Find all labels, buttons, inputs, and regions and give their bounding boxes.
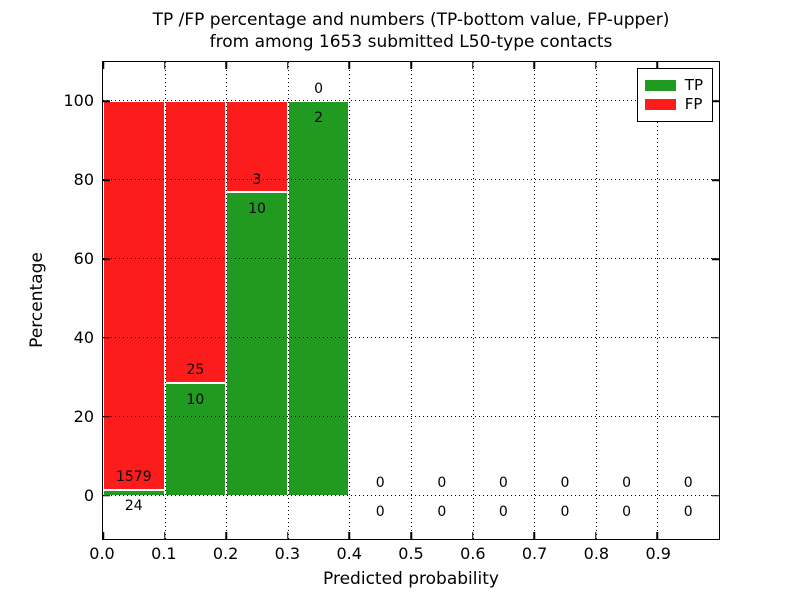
v-gridline xyxy=(657,62,659,539)
legend-swatch-tp xyxy=(644,80,676,91)
y-tick xyxy=(103,100,110,103)
y-tick xyxy=(712,258,719,260)
y-tick xyxy=(712,494,719,497)
x-tick xyxy=(471,532,474,539)
tp-count-label: 0 xyxy=(683,504,693,521)
y-tick xyxy=(103,258,110,260)
tp-count-label: 0 xyxy=(498,504,508,521)
x-tick xyxy=(287,532,289,539)
tp-count-label: 0 xyxy=(622,504,632,521)
x-tick-label: 0.0 xyxy=(89,544,115,563)
x-tick-label: 0.3 xyxy=(274,544,301,563)
v-gridline xyxy=(349,62,351,539)
y-tick xyxy=(103,337,110,339)
x-tick xyxy=(163,532,166,539)
y-tick xyxy=(712,179,719,181)
x-axis-title: Predicted probability xyxy=(323,569,499,589)
x-tick-label: 0.4 xyxy=(336,544,362,563)
y-tick xyxy=(103,179,110,181)
legend-label: TP xyxy=(684,76,703,94)
tp-count-label: 2 xyxy=(314,109,324,126)
fp-count-label: 1579 xyxy=(115,469,152,486)
tp-count-label: 0 xyxy=(437,504,447,521)
x-tick-label: 0.2 xyxy=(212,544,239,563)
bar-segment-fp xyxy=(103,101,165,490)
x-tick xyxy=(410,62,412,69)
x-tick xyxy=(287,62,289,69)
y-tick xyxy=(712,337,719,339)
bar-segment-tp xyxy=(164,383,227,496)
x-tick-label: 0.6 xyxy=(460,544,486,563)
tp-count-label: 10 xyxy=(186,391,205,408)
y-tick xyxy=(712,416,719,418)
chart-title: TP /FP percentage and numbers (TP-bottom… xyxy=(102,9,720,53)
legend-entry: FP xyxy=(644,95,703,113)
y-tick-label: 60 xyxy=(73,248,94,268)
x-tick xyxy=(225,62,227,69)
bar-segment-tp xyxy=(226,192,288,496)
x-tick xyxy=(656,532,659,539)
x-tick xyxy=(595,62,597,69)
fp-count-label: 3 xyxy=(252,171,262,188)
y-tick-label: 40 xyxy=(73,328,94,348)
y-tick xyxy=(103,416,110,418)
x-tick xyxy=(656,62,659,69)
tp-count-label: 10 xyxy=(248,200,266,217)
v-gridline xyxy=(226,62,228,539)
x-tick xyxy=(163,62,166,69)
bar-segment-tp xyxy=(287,101,350,496)
bar-segment-fp xyxy=(164,101,227,384)
tp-count-label: 24 xyxy=(124,498,143,515)
x-tick-label: 0.1 xyxy=(151,544,177,563)
y-tick-label: 0 xyxy=(83,486,94,506)
x-tick xyxy=(410,532,412,539)
fp-count-label: 0 xyxy=(375,475,385,492)
tp-count-label: 0 xyxy=(560,504,570,521)
fp-count-label: 0 xyxy=(560,475,570,492)
x-tick-label: 0.5 xyxy=(398,544,424,563)
y-tick xyxy=(712,100,719,103)
x-tick xyxy=(533,532,535,539)
y-tick-label: 100 xyxy=(63,90,94,110)
fp-count-label: 0 xyxy=(683,475,693,492)
v-gridline xyxy=(534,62,536,539)
plot-area: TP FP 1579 24 25 10 3 10 0 2 0 0 0 0 0 0 0 0 0 0 0 0 xyxy=(102,61,720,540)
fp-count-label: 0 xyxy=(498,475,508,492)
x-tick xyxy=(471,62,474,69)
x-tick-labels: 0.0 0.1 0.2 0.3 0.4 0.5 0.6 0.7 0.8 0.9 xyxy=(89,544,720,568)
x-tick xyxy=(348,62,351,69)
y-tick xyxy=(103,494,110,497)
x-tick xyxy=(595,532,597,539)
legend-label: FP xyxy=(684,95,703,113)
fp-count-label: 0 xyxy=(622,475,632,492)
x-tick xyxy=(102,532,104,539)
chart-title-line-1: TP /FP percentage and numbers (TP-bottom… xyxy=(152,10,670,30)
v-gridline xyxy=(287,62,289,539)
y-tick-label: 80 xyxy=(73,169,94,189)
y-tick-label: 20 xyxy=(73,407,94,427)
v-gridline xyxy=(472,62,474,539)
v-gridline xyxy=(164,62,166,539)
chart-title-line-2: from among 1653 submitted L50-type conta… xyxy=(209,32,613,52)
v-gridline xyxy=(411,62,412,539)
v-gridline xyxy=(595,62,597,539)
x-tick xyxy=(225,532,227,539)
tp-count-label: 0 xyxy=(375,504,385,521)
y-tick-labels: 0 20 40 60 80 100 xyxy=(0,61,94,540)
x-tick-label: 0.8 xyxy=(583,544,610,563)
legend: TP FP xyxy=(636,68,713,122)
x-tick-label: 0.7 xyxy=(521,544,548,563)
fp-count-label: 0 xyxy=(437,475,447,492)
x-tick-label: 0.9 xyxy=(645,544,671,563)
x-tick xyxy=(348,532,351,539)
x-tick xyxy=(533,62,535,69)
legend-swatch-fp xyxy=(644,99,676,110)
fp-count-label: 0 xyxy=(314,80,324,97)
x-tick xyxy=(102,62,104,69)
fp-count-label: 25 xyxy=(186,362,205,379)
legend-entry: TP xyxy=(644,76,703,94)
